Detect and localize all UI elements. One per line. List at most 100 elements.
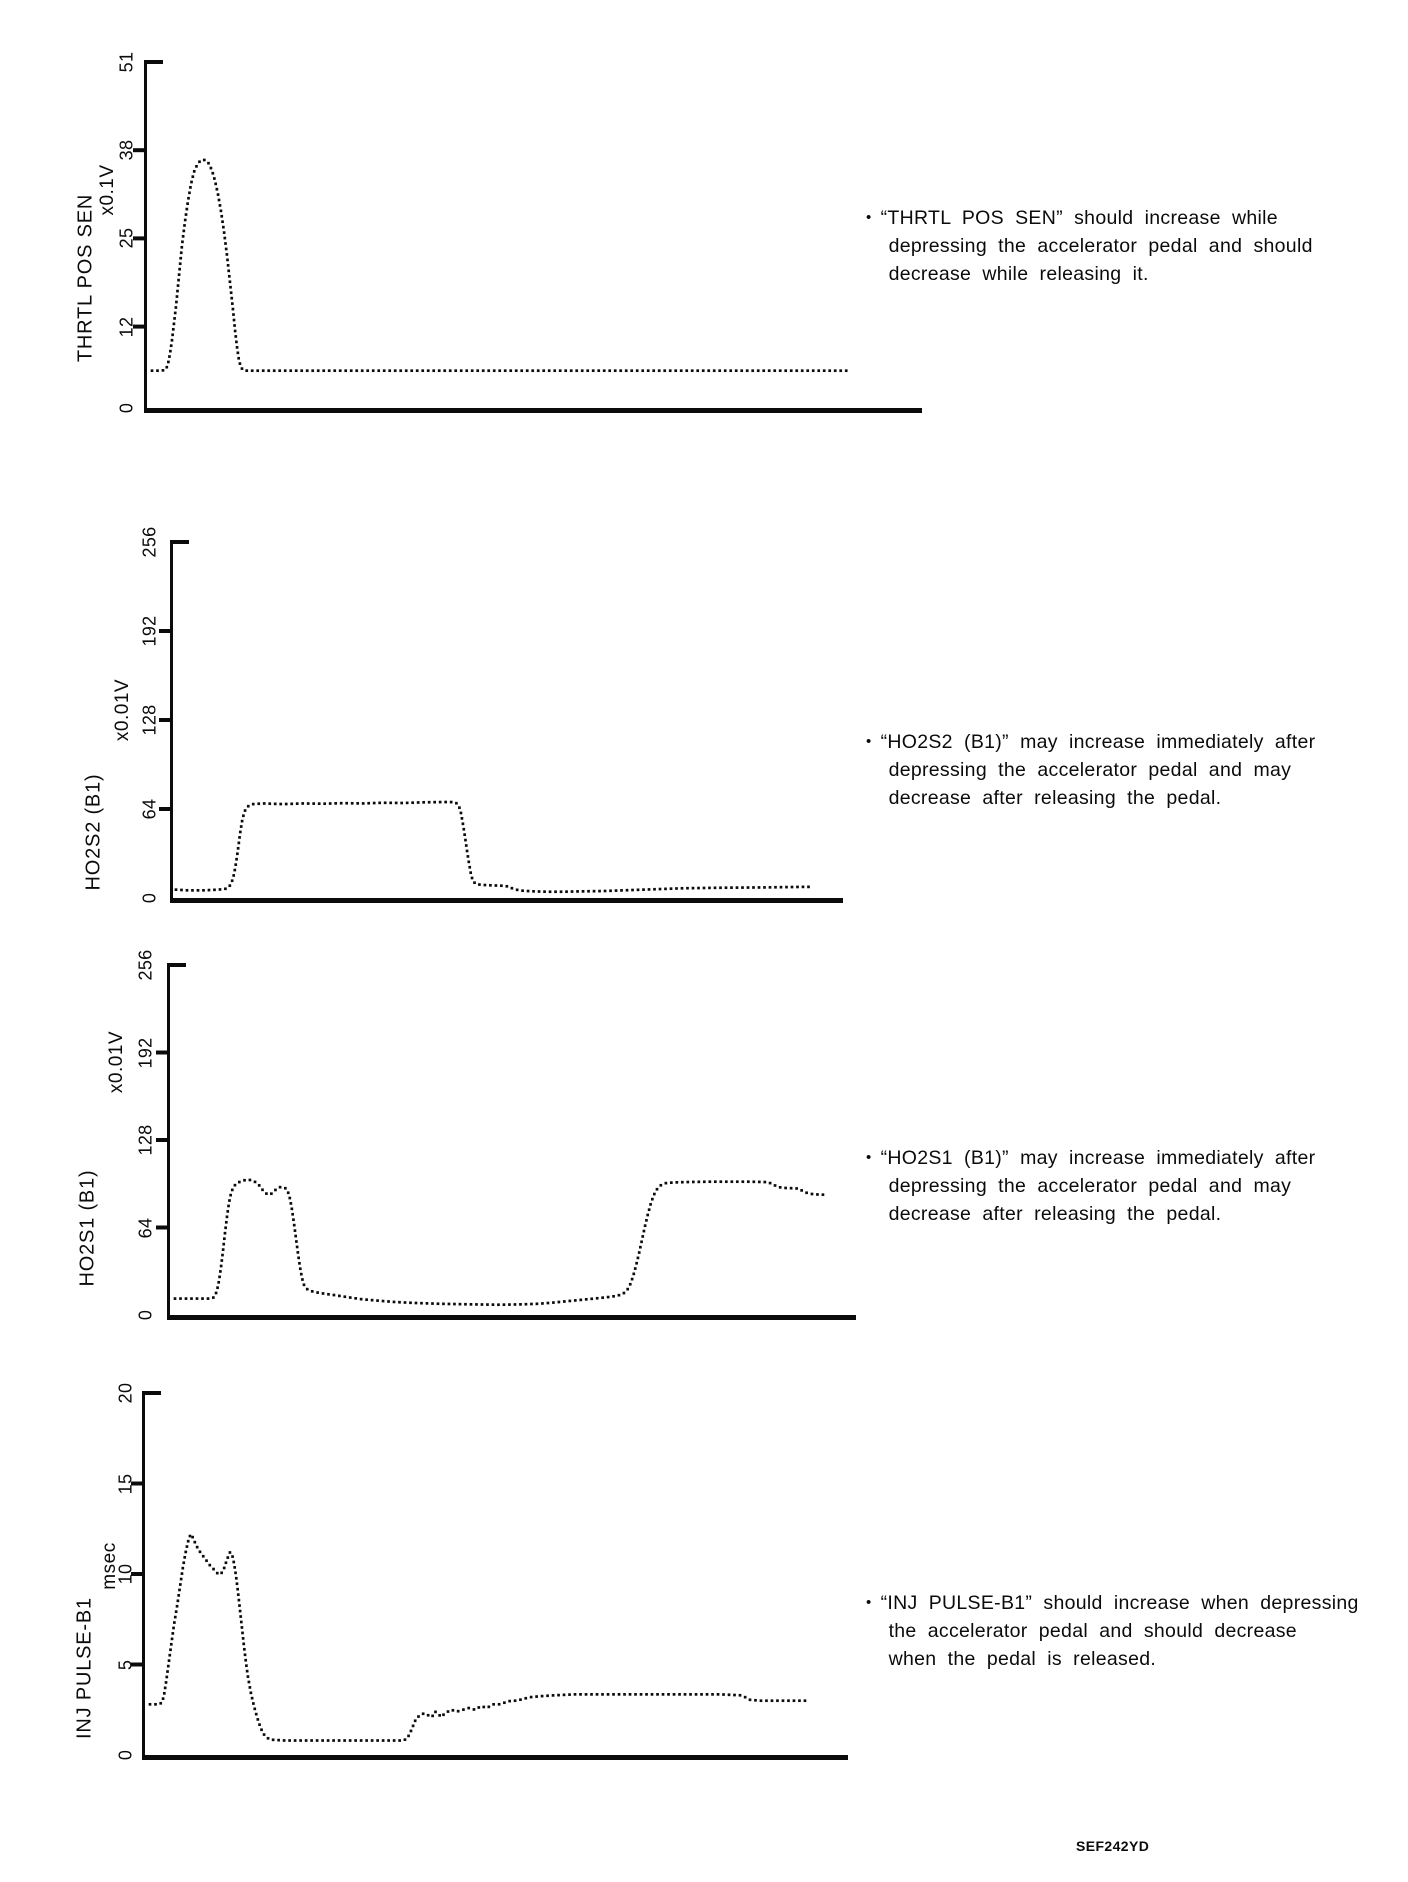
trace-dot <box>183 224 186 227</box>
trace-dot <box>617 1693 621 1696</box>
trace-dot <box>229 285 232 289</box>
trace-dot <box>606 1295 610 1299</box>
trace-dot <box>316 369 320 373</box>
trace-dot <box>239 1620 243 1624</box>
trace-dot <box>768 885 772 889</box>
trace-dot <box>167 1659 171 1663</box>
trace-dot <box>244 1658 248 1662</box>
trace-dot <box>734 369 738 373</box>
trace-dot <box>249 1691 253 1695</box>
trace-dot <box>238 362 242 365</box>
trace-dot <box>232 318 236 322</box>
trace-dot <box>691 886 695 890</box>
trace-dot <box>215 1571 219 1575</box>
trace-dot <box>641 1235 645 1238</box>
trace-dot <box>188 191 191 195</box>
trace-dot <box>427 800 431 804</box>
trace-dot <box>702 1180 706 1184</box>
trace-dot <box>180 888 183 892</box>
trace-dot <box>209 166 213 170</box>
trace-dot <box>719 1180 723 1184</box>
trace-dot <box>425 1302 429 1305</box>
trace-dot <box>180 245 184 249</box>
trace-dot <box>166 1664 170 1668</box>
trace-dot <box>168 355 171 358</box>
trace-dot <box>344 369 348 373</box>
y-tick-mark <box>156 1138 168 1142</box>
trace-dot <box>540 1694 544 1698</box>
trace-dot <box>256 369 260 373</box>
trace-dot <box>503 369 507 373</box>
trace-dot <box>184 1550 188 1554</box>
trace-dot <box>294 1234 298 1238</box>
trace-dot <box>669 887 673 891</box>
trace-dot <box>531 369 535 373</box>
trace-dot <box>242 814 245 818</box>
trace-dot <box>159 1701 163 1705</box>
trace-dot <box>521 889 524 893</box>
trace-dot <box>403 1738 407 1741</box>
trace-dot <box>223 1237 226 1241</box>
trace-dot <box>602 369 606 373</box>
trace-dot <box>558 369 562 373</box>
trace-dot <box>230 879 234 883</box>
trace-dot <box>800 1189 804 1192</box>
bullet-icon: • <box>866 1149 872 1166</box>
trace-dot <box>705 1693 709 1696</box>
trace-dot <box>220 214 224 218</box>
trace-dot <box>246 804 250 808</box>
trace-dot <box>234 335 238 338</box>
trace-dot <box>190 180 193 184</box>
trace-dot <box>746 886 750 889</box>
trace-dot <box>438 800 442 804</box>
trace-dot <box>310 1739 313 1742</box>
trace-dot <box>186 202 189 206</box>
trace-dot <box>664 887 667 891</box>
trace-dot <box>224 242 227 245</box>
trace-dot <box>584 1693 588 1696</box>
trace-dot <box>562 1693 566 1697</box>
trace-dot <box>801 885 805 889</box>
trace-dot <box>480 1303 484 1306</box>
trace-dot <box>195 1297 199 1300</box>
trace-dot <box>301 1278 304 1281</box>
trace-dot <box>271 1738 275 1742</box>
y-axis-top-tick <box>170 540 189 544</box>
trace-dot <box>175 300 178 304</box>
trace-dot <box>833 369 837 373</box>
trace-dot <box>224 1561 228 1565</box>
note-line: “HO2S2 (B1)” may increase immediately af… <box>880 731 1316 753</box>
trace-dot <box>227 274 231 278</box>
trace-dot <box>377 369 381 373</box>
trace-dot <box>174 888 178 892</box>
trace-dot <box>552 1301 555 1304</box>
trace-dot <box>218 888 222 891</box>
trace-dot <box>327 1292 330 1296</box>
trace-dot <box>413 1719 417 1723</box>
trace-dot <box>339 801 343 805</box>
trace-dot <box>536 369 540 373</box>
trace-dot <box>228 1199 231 1202</box>
trace-dot <box>817 369 821 373</box>
y-tick-label: 0 <box>116 402 137 414</box>
trace-dot <box>179 256 183 260</box>
trace-dot <box>624 369 628 373</box>
trace-dot <box>372 801 376 805</box>
trace-dot <box>685 369 689 373</box>
trace-dot <box>198 160 201 164</box>
trace-dot <box>467 1706 471 1710</box>
trace-dot <box>178 1588 181 1592</box>
trace-dot <box>559 890 563 894</box>
trace-dot <box>708 886 711 890</box>
y-tick-label: 256 <box>139 526 160 558</box>
trace-dot <box>735 886 739 889</box>
trace-dot <box>642 888 645 891</box>
trace-dot <box>382 369 386 373</box>
trace-dot <box>243 1647 246 1651</box>
trace-dot <box>789 369 793 373</box>
trace-dot <box>343 1739 346 1742</box>
y-axis-line <box>144 60 147 408</box>
bullet-icon: • <box>866 1594 872 1611</box>
trace-dot <box>595 1296 599 1300</box>
trace-dot <box>625 888 629 892</box>
